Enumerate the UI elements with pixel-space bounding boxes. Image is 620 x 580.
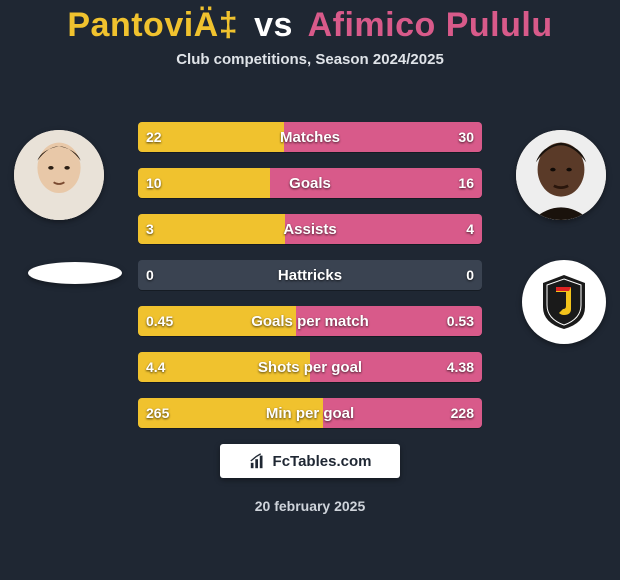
face <box>37 143 80 193</box>
stat-row: 34Assists <box>138 214 482 244</box>
date-text: 20 february 2025 <box>0 498 620 514</box>
player1-avatar <box>14 130 104 220</box>
stat-label: Shots per goal <box>138 352 482 382</box>
stat-row: 1016Goals <box>138 168 482 198</box>
stat-label: Matches <box>138 122 482 152</box>
title-player1: PantoviÄ‡ <box>67 6 238 44</box>
stat-row: 4.44.38Shots per goal <box>138 352 482 382</box>
stat-row: 265228Min per goal <box>138 398 482 428</box>
stat-row: 2230Matches <box>138 122 482 152</box>
eye-l <box>48 166 53 170</box>
avatar-left-svg <box>14 130 104 220</box>
stat-label: Goals <box>138 168 482 198</box>
branding-text: FcTables.com <box>273 453 372 470</box>
player2-avatar <box>516 130 606 220</box>
player2-club-badge <box>522 260 606 344</box>
shield <box>543 275 585 329</box>
branding-box: FcTables.com <box>220 444 400 478</box>
eye-r <box>566 168 571 172</box>
branding-chart-icon <box>249 452 267 470</box>
stat-label: Hattricks <box>138 260 482 290</box>
stat-row: 00Hattricks <box>138 260 482 290</box>
club-right-svg <box>539 273 589 331</box>
eye-l <box>550 168 555 172</box>
letter-j-top <box>556 287 571 291</box>
stat-label: Goals per match <box>138 306 482 336</box>
stat-row: 0.450.53Goals per match <box>138 306 482 336</box>
subtitle: Club competitions, Season 2024/2025 <box>0 51 620 68</box>
page-title: PantoviÄ‡ vs Afimico Pululu <box>0 0 620 45</box>
title-player2: Afimico Pululu <box>308 6 553 44</box>
avatar-right-svg <box>516 130 606 220</box>
player1-club-badge <box>28 262 122 284</box>
eye-r <box>64 166 69 170</box>
stats-bars: 2230Matches 1016Goals 34Assists 00Hattricks… <box>138 122 482 444</box>
stat-label: Min per goal <box>138 398 482 428</box>
title-vs: vs <box>254 6 293 44</box>
stat-label: Assists <box>138 214 482 244</box>
